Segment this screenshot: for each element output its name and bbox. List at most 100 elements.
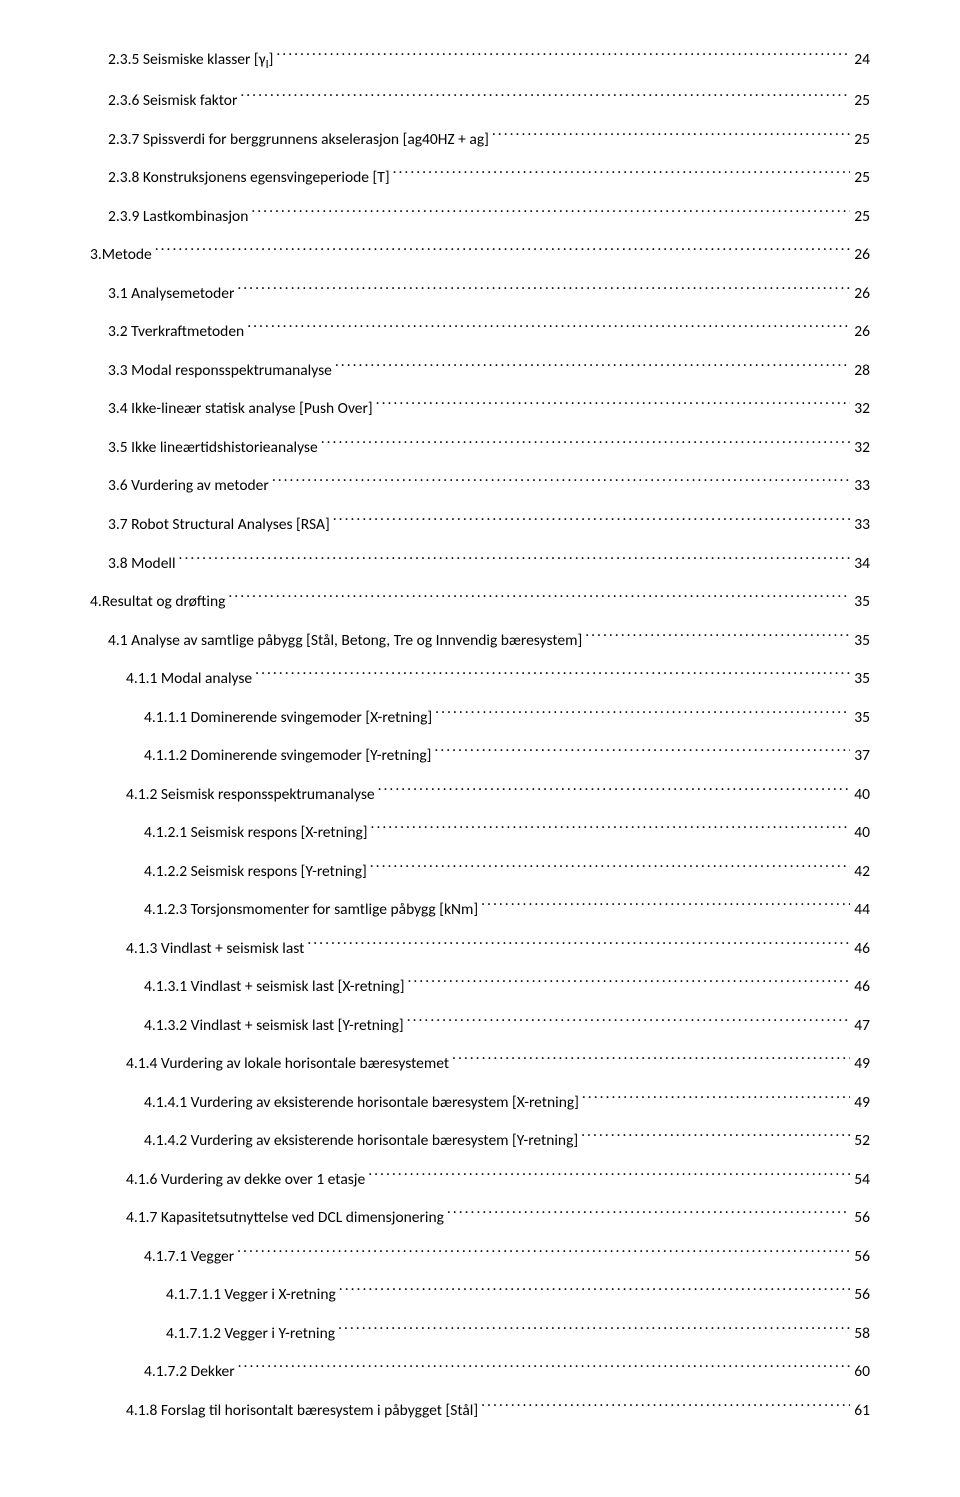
toc-entry: 4.1.4 Vurdering av lokale horisontale bæ… [90, 1052, 870, 1076]
toc-leader [378, 783, 851, 799]
toc-entry: 3.1 Analysemetoder26 [90, 282, 870, 306]
toc-leader [237, 282, 850, 298]
toc-title: 3.4 Ikke-lineær statisk analyse [Push Ov… [108, 397, 376, 421]
toc-page-number: 35 [850, 629, 870, 653]
toc-title: 3.7 Robot Structural Analyses [RSA] [108, 513, 333, 537]
toc-leader [368, 1168, 850, 1184]
toc-page-number: 37 [850, 744, 870, 768]
toc-entry: 3.5 Ikke lineærtidshistorieanalyse32 [90, 436, 870, 460]
toc-page-number: 47 [850, 1014, 870, 1038]
toc-leader [155, 244, 851, 260]
toc-leader [452, 1053, 850, 1069]
toc-page-number: 25 [850, 166, 870, 190]
toc-leader [434, 745, 850, 761]
toc-page-number: 26 [850, 282, 870, 306]
toc-title: 4.1.3 Vindlast + seismisk last [126, 937, 307, 961]
toc-page-number: 28 [850, 359, 870, 383]
toc-entry: 3.3 Modal responsspektrumanalyse 28 [90, 359, 870, 383]
toc-leader [240, 90, 850, 106]
toc-page-number: 46 [850, 937, 870, 961]
toc-leader [585, 629, 850, 645]
toc-entry: 4.1.3 Vindlast + seismisk last 46 [90, 937, 870, 961]
toc-entry: 4.1.2 Seismisk responsspektrumanalyse 40 [90, 783, 870, 807]
toc-entry: 3.Metode 26 [90, 243, 870, 267]
toc-page-number: 35 [850, 706, 870, 730]
toc-entry: 4.1.8 Forslag til horisontalt bæresystem… [90, 1399, 870, 1423]
toc-leader [238, 1361, 851, 1377]
toc-leader [581, 1130, 850, 1146]
toc-entry: 4.1.6 Vurdering av dekke over 1 etasje 54 [90, 1168, 870, 1192]
toc-entry: 4.1.2.2 Seismisk respons [Y-retning]42 [90, 860, 870, 884]
toc-title: 2.3.7 Spissverdi for berggrunnens aksele… [108, 128, 492, 152]
toc-entry: 3.2 Tverkraftmetoden 26 [90, 320, 870, 344]
toc-leader [251, 205, 850, 221]
toc-leader [333, 514, 851, 530]
toc-entry: 2.3.9 Lastkombinasjon25 [90, 205, 870, 229]
toc-title: 3.8 Modell [108, 552, 179, 576]
toc-leader [307, 937, 850, 953]
toc-title: 4.1.2.3 Torsjonsmomenter for samtlige på… [144, 898, 481, 922]
toc-entry: 3.7 Robot Structural Analyses [RSA]33 [90, 513, 870, 537]
toc-page-number: 33 [850, 474, 870, 498]
toc-page-number: 46 [850, 975, 870, 999]
toc-leader [481, 899, 850, 915]
toc-page-number: 34 [850, 552, 870, 576]
toc-entry: 4.1.1.2 Dominerende svingemoder [Y-retni… [90, 744, 870, 768]
toc-page-number: 32 [850, 397, 870, 421]
toc-leader [393, 167, 851, 183]
toc-leader [407, 976, 850, 992]
toc-title: 2.3.8 Konstruksjonens egensvingeperiode … [108, 166, 393, 190]
toc-leader [481, 1399, 850, 1415]
toc-entry: 4.1 Analyse av samtlige påbygg [Stål, Be… [90, 629, 870, 653]
toc-leader [228, 591, 850, 607]
toc-entry: 3.8 Modell 34 [90, 552, 870, 576]
toc-page-number: 26 [850, 243, 870, 267]
toc-page: 2.3.5 Seismiske klasser [γI]242.3.6 Seis… [0, 0, 960, 1497]
toc-entry: 2.3.7 Spissverdi for berggrunnens aksele… [90, 128, 870, 152]
toc-title: 3.3 Modal responsspektrumanalyse [108, 359, 335, 383]
toc-page-number: 35 [850, 590, 870, 614]
toc-leader [376, 398, 851, 414]
toc-title: 4.1 Analyse av samtlige påbygg [Stål, Be… [108, 629, 585, 653]
toc-leader [272, 475, 850, 491]
toc-title: 3.5 Ikke lineærtidshistorieanalyse [108, 436, 321, 460]
toc-page-number: 25 [850, 128, 870, 152]
toc-page-number: 40 [850, 821, 870, 845]
toc-title: 2.3.6 Seismisk faktor [108, 89, 240, 113]
toc-page-number: 49 [850, 1052, 870, 1076]
toc-title: 4.1.2 Seismisk responsspektrumanalyse [126, 783, 378, 807]
toc-entry: 4.1.7.2 Dekker60 [90, 1360, 870, 1384]
toc-title: 3.2 Tverkraftmetoden [108, 320, 247, 344]
toc-title: 4.1.1.2 Dominerende svingemoder [Y-retni… [144, 744, 434, 768]
toc-title: 4.1.6 Vurdering av dekke over 1 etasje [126, 1168, 368, 1192]
toc-title: 4.1.1.1 Dominerende svingemoder [X-retni… [144, 706, 435, 730]
toc-title: 2.3.5 Seismiske klasser [γI] [108, 48, 276, 75]
toc-title: 4.1.1 Modal analyse [126, 667, 255, 691]
toc-page-number: 60 [850, 1360, 870, 1384]
toc-entry: 4.1.3.2 Vindlast + seismisk last [Y-retn… [90, 1014, 870, 1038]
toc-leader [276, 49, 850, 65]
toc-title: 3.6 Vurdering av metoder [108, 474, 272, 498]
toc-leader [407, 1014, 851, 1030]
toc-page-number: 54 [850, 1168, 870, 1192]
toc-title: 4.1.8 Forslag til horisontalt bæresystem… [126, 1399, 481, 1423]
toc-entry: 4.1.7.1.2 Vegger i Y-retning58 [90, 1322, 870, 1346]
toc-page-number: 56 [850, 1283, 870, 1307]
toc-leader [338, 1322, 850, 1338]
toc-page-number: 40 [850, 783, 870, 807]
toc-page-number: 61 [850, 1399, 870, 1423]
toc-page-number: 26 [850, 320, 870, 344]
toc-entry: 4.Resultat og drøfting35 [90, 590, 870, 614]
toc-page-number: 56 [850, 1245, 870, 1269]
toc-list: 2.3.5 Seismiske klasser [γI]242.3.6 Seis… [90, 48, 870, 1423]
toc-leader [321, 436, 851, 452]
toc-title: 3.Metode [90, 243, 155, 267]
toc-entry: 4.1.2.3 Torsjonsmomenter for samtlige på… [90, 898, 870, 922]
toc-page-number: 35 [850, 667, 870, 691]
toc-title: 2.3.9 Lastkombinasjon [108, 205, 251, 229]
toc-entry: 4.1.7.1.1 Vegger i X-retning56 [90, 1283, 870, 1307]
toc-entry: 4.1.4.1 Vurdering av eksisterende horiso… [90, 1091, 870, 1115]
toc-title: 4.1.4 Vurdering av lokale horisontale bæ… [126, 1052, 452, 1076]
toc-entry: 4.1.1.1 Dominerende svingemoder [X-retni… [90, 706, 870, 730]
toc-entry: 2.3.8 Konstruksjonens egensvingeperiode … [90, 166, 870, 190]
